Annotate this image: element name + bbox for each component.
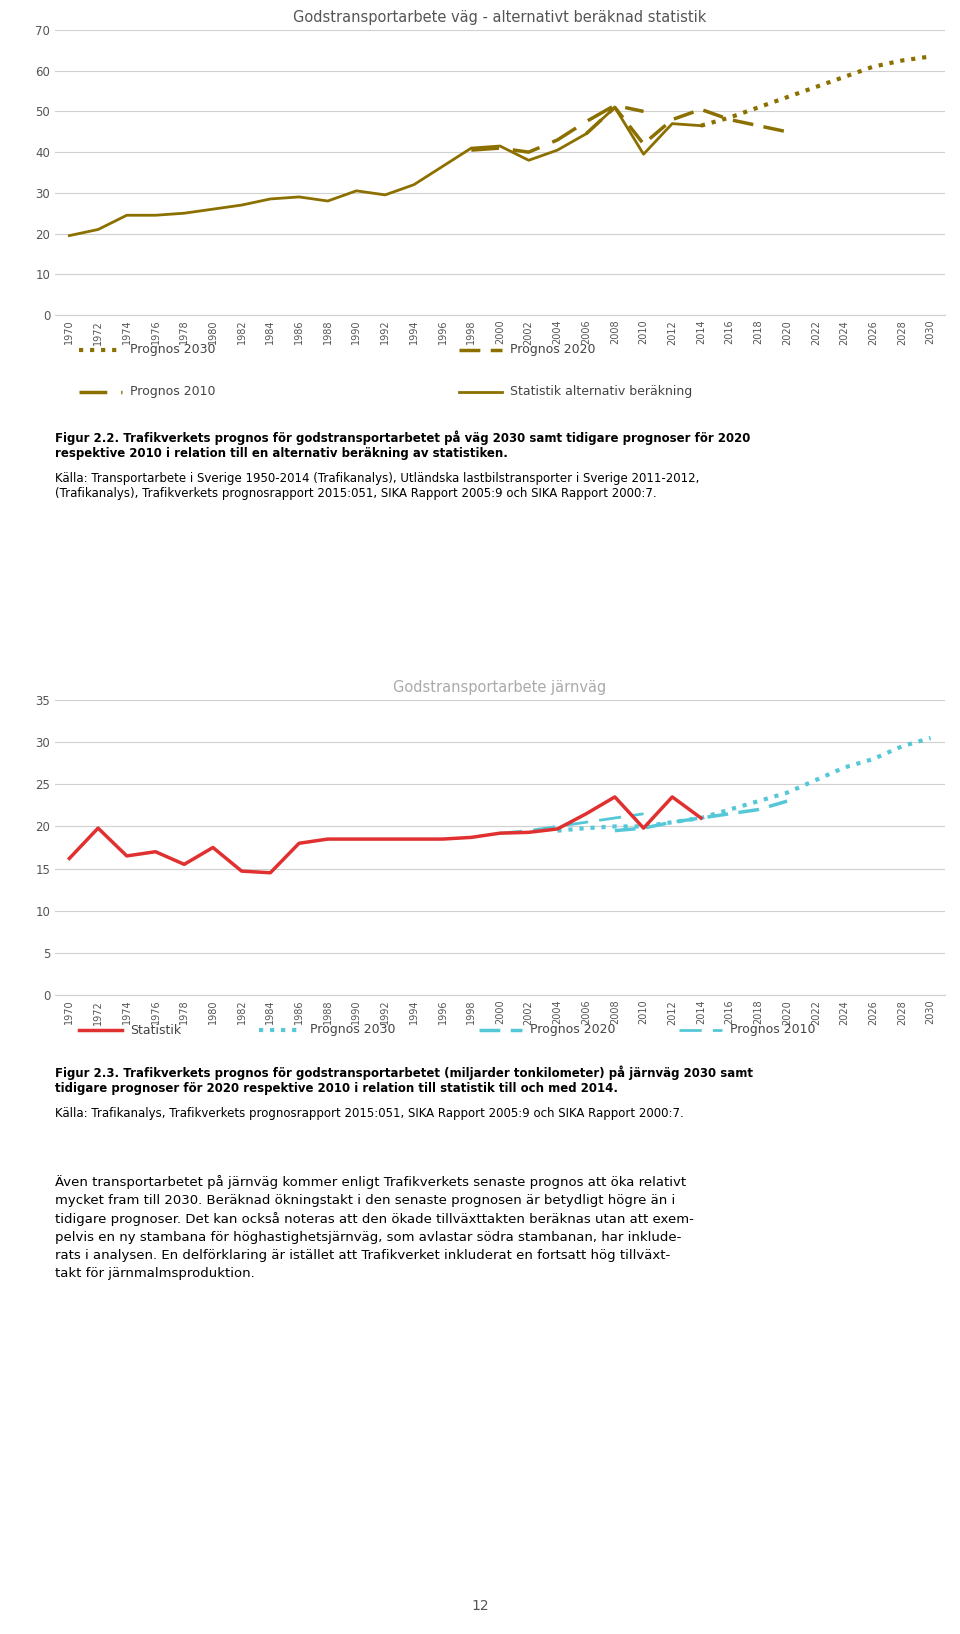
Text: Statistik alternativ beräkning: Statistik alternativ beräkning <box>510 386 692 399</box>
Text: Prognos 2030: Prognos 2030 <box>310 1023 396 1036</box>
Text: Prognos 2020: Prognos 2020 <box>510 343 595 356</box>
Text: Prognos 2020: Prognos 2020 <box>530 1023 615 1036</box>
Title: Godstransportarbete järnväg: Godstransportarbete järnväg <box>394 680 607 694</box>
Text: Prognos 2030: Prognos 2030 <box>130 343 215 356</box>
Text: Figur 2.2. Trafikverkets prognos för godstransportarbetet på väg 2030 samt tidig: Figur 2.2. Trafikverkets prognos för god… <box>55 430 751 459</box>
Text: Källa: Trafikanalys, Trafikverkets prognosrapport 2015:051, SIKA Rapport 2005:9 : Källa: Trafikanalys, Trafikverkets progn… <box>55 1106 684 1119</box>
Title: Godstransportarbete väg - alternativt beräknad statistik: Godstransportarbete väg - alternativt be… <box>294 10 707 25</box>
Text: Även transportarbetet på järnväg kommer enligt Trafikverkets senaste prognos att: Även transportarbetet på järnväg kommer … <box>55 1175 694 1281</box>
Text: 12: 12 <box>471 1600 489 1613</box>
Text: Statistik: Statistik <box>130 1023 181 1036</box>
Text: Prognos 2010: Prognos 2010 <box>130 386 215 399</box>
Text: Källa: Transportarbete i Sverige 1950-2014 (Trafikanalys), Utländska lastbilstra: Källa: Transportarbete i Sverige 1950-20… <box>55 472 700 500</box>
Text: Prognos 2010: Prognos 2010 <box>730 1023 815 1036</box>
Text: Figur 2.3. Trafikverkets prognos för godstransportarbetet (miljarder tonkilomete: Figur 2.3. Trafikverkets prognos för god… <box>55 1065 753 1095</box>
